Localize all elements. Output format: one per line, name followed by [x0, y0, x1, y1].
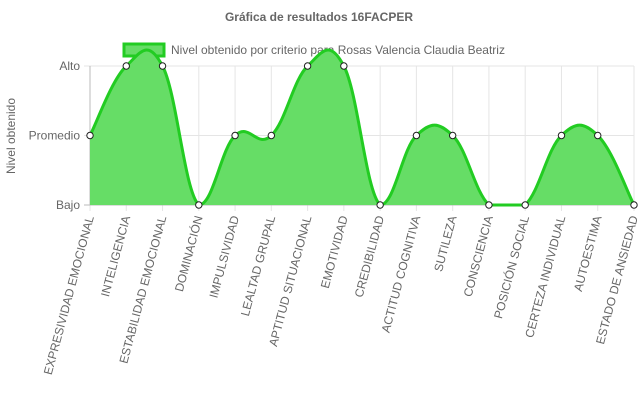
x-tick-label: SUTILEZA — [431, 214, 459, 273]
data-point[interactable] — [594, 131, 602, 140]
data-point[interactable] — [231, 131, 239, 140]
x-tick-label: DOMINACIÓN — [171, 214, 206, 293]
series-points — [86, 62, 638, 209]
legend[interactable]: Nivel obtenido por criterio para Rosas V… — [122, 42, 505, 58]
x-tick-label: LEALTAD GRUPAL — [238, 214, 278, 318]
y-tick-label: Alto — [59, 59, 80, 73]
y-axis: Bajo Promedio Alto — [29, 59, 81, 212]
x-tick-label: IMPULSIVIDAD — [207, 214, 243, 300]
x-tick-label: POSICIÓN SOCIAL — [490, 214, 532, 321]
series-line — [88, 48, 636, 207]
x-tick-label: CERTEZA INDIVIDUAL — [522, 214, 568, 339]
data-point[interactable] — [557, 131, 566, 140]
x-axis: EXPRESIVIDAD EMOCIONAL INTELIGENCIAESTABI… — [41, 214, 639, 377]
x-tick-label: AUTOESTIMA — [571, 214, 605, 293]
x-tick-label: CONSCIENCIA — [461, 214, 496, 298]
data-point[interactable] — [376, 201, 384, 209]
data-point[interactable] — [340, 62, 348, 70]
data-point[interactable] — [158, 62, 167, 70]
series-area — [90, 49, 634, 205]
x-tick-label: INTELIGENCIA — [98, 214, 133, 298]
data-point[interactable] — [485, 201, 493, 209]
y-tick-label: Bajo — [56, 198, 80, 212]
data-point[interactable] — [448, 131, 457, 140]
x-tick-label: EXPRESIVIDAD EMOCIONAL — [41, 214, 97, 376]
data-point[interactable] — [303, 62, 312, 70]
data-point[interactable] — [630, 201, 638, 209]
y-axis-label: Nivel obtenido — [4, 98, 18, 174]
data-point[interactable] — [412, 131, 421, 140]
data-point[interactable] — [267, 131, 276, 140]
legend-label: Nivel obtenido por criterio para Rosas V… — [171, 43, 505, 57]
x-tick-label: CREDIBILIDAD — [352, 214, 387, 299]
x-tick-label: ACTITUD COGNITIVA — [379, 214, 424, 334]
data-point[interactable] — [86, 131, 94, 140]
x-tick-label: EMOTIVIDAD — [318, 214, 351, 290]
data-point[interactable] — [122, 62, 130, 70]
data-point[interactable] — [195, 201, 203, 209]
y-tick-label: Promedio — [29, 129, 81, 143]
data-point[interactable] — [521, 201, 529, 209]
chart-title: Gráfica de resultados 16FACPER — [225, 10, 413, 24]
